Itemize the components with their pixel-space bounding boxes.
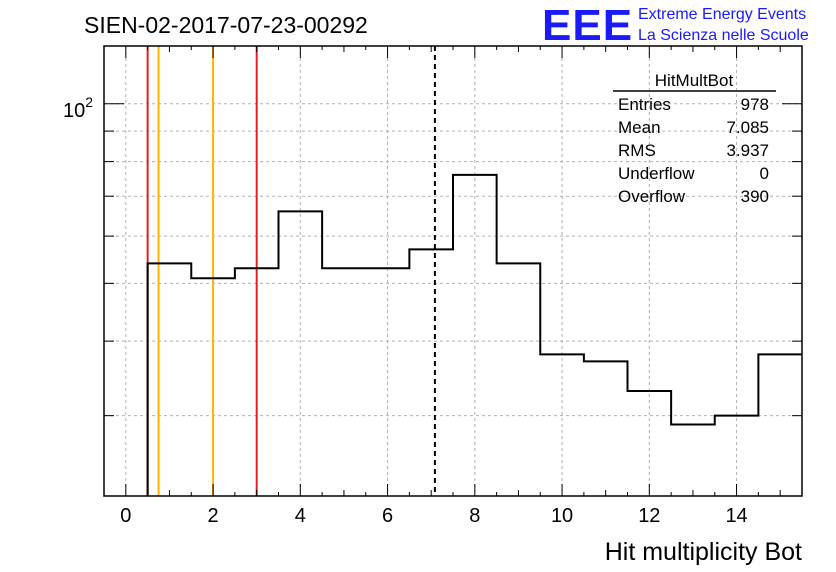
x-tick-label: 4 (295, 505, 306, 527)
stats-title: HitMultBot (655, 71, 734, 90)
x-tick-label: 14 (725, 505, 747, 527)
x-tick-label: 2 (208, 505, 219, 527)
logo-line-2: La Scienza nelle Scuole (638, 27, 809, 44)
y-tick-exp: 2 (85, 94, 93, 110)
stats-value: 0 (760, 164, 769, 183)
eee-logo: EEE Extreme Energy Events La Scienza nel… (542, 1, 809, 50)
x-tick-label: 8 (469, 505, 480, 527)
stats-label: Entries (618, 95, 671, 114)
stats-label: Underflow (618, 164, 695, 183)
x-axis-label: Hit multiplicity Bot (605, 538, 802, 566)
logo-text: EEE (542, 1, 633, 50)
x-tick-label: 0 (120, 505, 131, 527)
stats-label: RMS (618, 141, 656, 160)
plot-frame (103, 45, 803, 497)
x-tick-label: 12 (638, 505, 660, 527)
y-tick-base: 10 (63, 100, 85, 122)
stats-value: 7.085 (726, 118, 769, 137)
stats-value: 3.937 (726, 141, 769, 160)
stats-label: Mean (618, 118, 661, 137)
x-tick-label: 6 (382, 505, 393, 527)
chart-title: SIEN-02-2017-07-23-00292 (84, 12, 368, 38)
logo-line-1: Extreme Energy Events (638, 6, 806, 23)
stats-box: HitMultBot Entries 978 Mean 7.085 RMS 3.937 Un… (613, 71, 776, 206)
stats-value: 390 (741, 187, 769, 206)
stats-rows: Entries 978 Mean 7.085 RMS 3.937 Underflow 0 Ove… (618, 95, 769, 206)
histogram-series (146, 173, 802, 496)
x-axis: 0 2 4 6 8 10 12 14 (120, 46, 781, 527)
y-axis: 102 (63, 94, 802, 417)
x-tick-label: 10 (551, 505, 573, 527)
stats-value: 978 (741, 95, 769, 114)
y-tick-label: 102 (63, 94, 93, 122)
grid (104, 46, 802, 496)
stats-label: Overflow (618, 187, 686, 206)
